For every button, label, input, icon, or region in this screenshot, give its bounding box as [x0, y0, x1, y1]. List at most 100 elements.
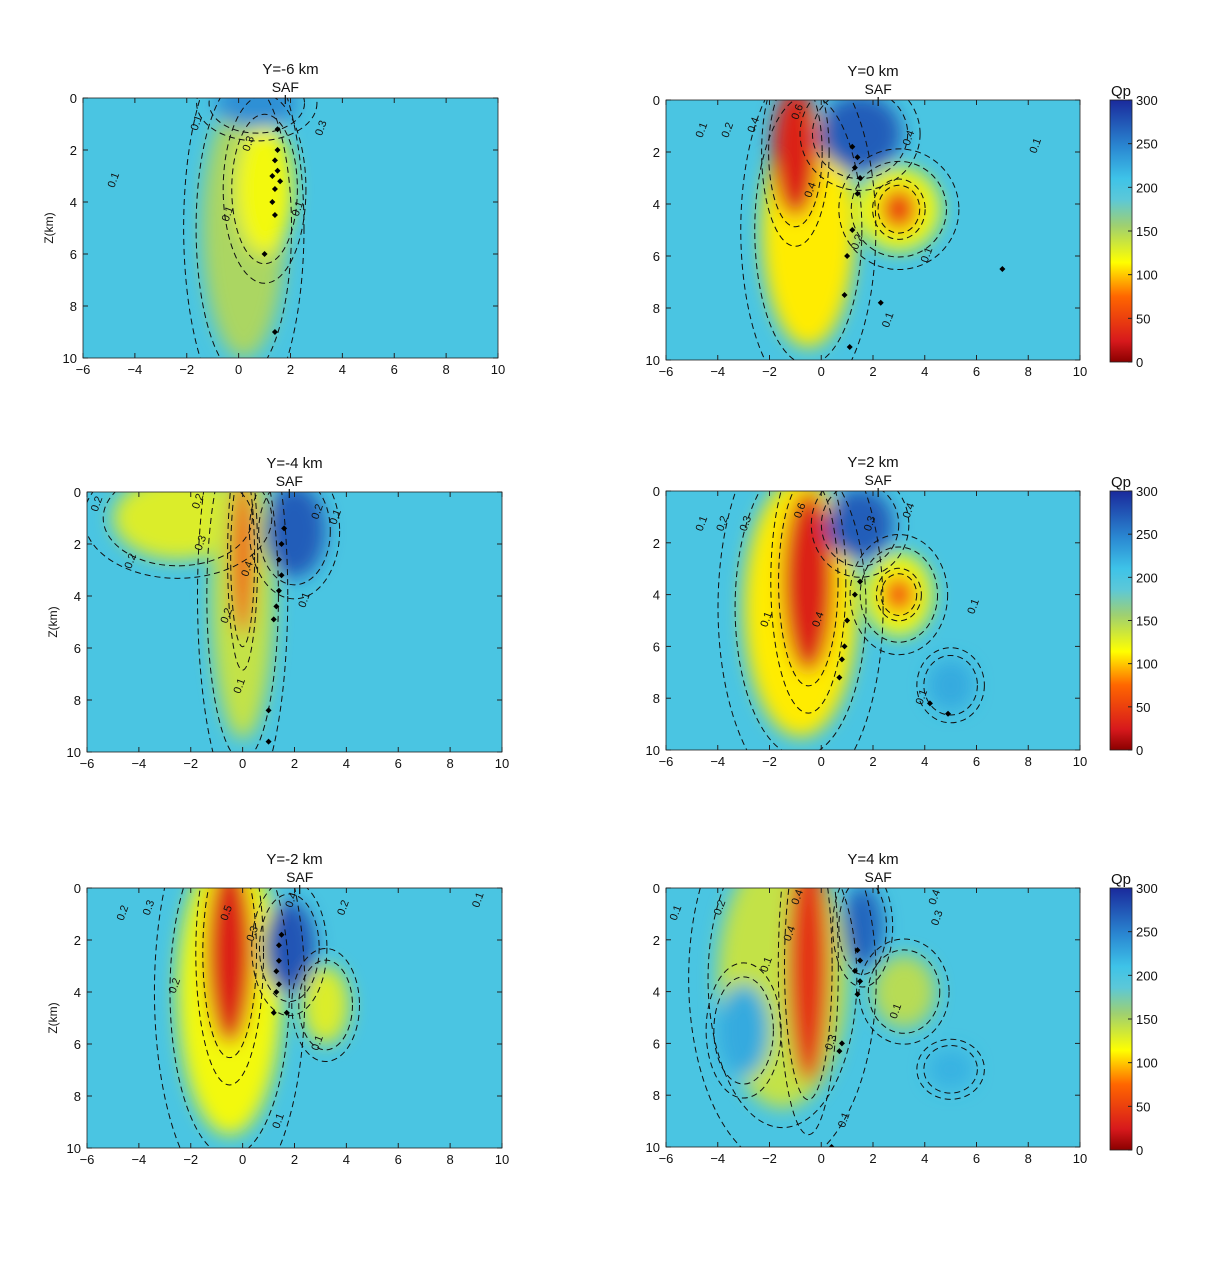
event-marker	[828, 1144, 835, 1147]
x-tick-label: 10	[1073, 754, 1087, 769]
event-marker	[274, 167, 281, 174]
contour-line	[877, 184, 921, 234]
colorbar-tick-label: 50	[1136, 311, 1150, 326]
qp-anomaly	[927, 1048, 974, 1091]
contour-label: 0.6	[792, 501, 809, 519]
x-tick-label: −2	[179, 362, 194, 377]
contour-line	[258, 492, 331, 586]
contour-line	[222, 98, 307, 284]
y-tick-label: 2	[70, 143, 77, 158]
y-tick-label: 8	[653, 691, 660, 706]
contour-line	[875, 567, 922, 622]
contour-line	[206, 492, 279, 752]
y-axis-label: Z(km)	[46, 1002, 60, 1033]
qp-anomaly	[772, 100, 819, 217]
contour-label: 0.3	[823, 1033, 840, 1051]
contour-label: 0.2	[714, 514, 731, 532]
colorbar-tick-label: 0	[1136, 743, 1143, 758]
event-marker	[277, 178, 284, 185]
contour-line	[768, 100, 823, 228]
contour-line	[859, 546, 939, 643]
x-tick-label: 2	[287, 362, 294, 377]
contour-label: 0.1	[880, 311, 897, 329]
contour-label: 0.1	[914, 688, 931, 706]
colorbar-tick-label: 50	[1136, 700, 1150, 715]
y-tick-label: 8	[74, 1089, 81, 1104]
y-tick-label: 8	[653, 301, 660, 316]
y-tick-label: 2	[74, 933, 81, 948]
contour-line	[838, 148, 960, 271]
y-tick-label: 6	[653, 249, 660, 264]
panel-3: 0.2 0.20.30.2 0.40.20.20.10.10.1−6 −4 −2 0 2 4 6…	[46, 455, 509, 771]
contour-line	[880, 573, 918, 616]
x-tick-label: 0	[239, 1152, 246, 1167]
contour-line	[298, 959, 353, 1051]
contour-label: 0.2	[335, 899, 352, 917]
x-tick-label: 6	[395, 1152, 402, 1167]
contour-label: 0.3	[862, 514, 879, 532]
contour-line	[102, 492, 253, 567]
colorbar-tick-label: 200	[1136, 968, 1158, 983]
contour-line	[810, 491, 910, 578]
y-axis-label: Z(km)	[42, 212, 56, 243]
event-marker	[270, 616, 277, 623]
contour-label: 0.6	[789, 103, 806, 121]
event-marker	[274, 126, 281, 133]
event-marker	[271, 212, 278, 218]
colorbar-tick-label: 150	[1136, 224, 1158, 239]
contour-line	[707, 888, 858, 1129]
event-marker	[283, 1009, 290, 1016]
event-marker	[270, 1009, 277, 1016]
colorbar-tick-label: 250	[1136, 137, 1158, 152]
contour-line	[705, 962, 782, 1099]
contour-line	[291, 947, 360, 1063]
event-marker	[854, 991, 861, 998]
contour-label: 0.1	[758, 955, 775, 973]
x-tick-label: −6	[76, 362, 91, 377]
contour-label: 0.1	[965, 597, 982, 615]
contour-line	[248, 492, 341, 600]
event-marker	[849, 227, 856, 233]
x-tick-label: 6	[973, 754, 980, 769]
x-tick-label: 6	[395, 756, 402, 771]
event-marker	[857, 978, 864, 985]
x-tick-label: −2	[762, 754, 777, 769]
contour-label: 0.1	[296, 591, 313, 609]
panel-4: 0.1 0.2 0.30.60.40.30.40.10.10.1−6 −4 −2 0 2 4 6…	[646, 454, 1088, 769]
contour-line	[713, 976, 774, 1085]
colorbar-tick-label: 0	[1136, 1143, 1143, 1158]
x-tick-label: 2	[291, 1152, 298, 1167]
event-marker	[273, 603, 280, 610]
contour-label: 0.2	[309, 503, 326, 521]
colorbar-title: Qp	[1111, 83, 1131, 100]
contour-line	[850, 160, 947, 258]
contour-line	[197, 492, 289, 752]
contour-label: 0.3	[193, 534, 210, 552]
event-marker	[851, 591, 858, 598]
contour-label: 0.1	[220, 205, 237, 223]
contour-label: 0.4	[901, 501, 918, 519]
y-tick-label: 6	[74, 641, 81, 656]
event-marker	[278, 931, 285, 938]
event-marker	[857, 578, 864, 585]
y-tick-label: 0	[74, 485, 81, 500]
x-tick-label: 8	[443, 362, 450, 377]
event-marker	[857, 175, 864, 181]
colorbar-tick-label: 0	[1136, 355, 1143, 370]
panel-5: 0.2 0.3 0.5 0.3 0.4 0.2 0.2 0.1 0.1 0.1 −6 −4 −2 0 2 4 6…	[46, 851, 509, 1167]
event-marker	[844, 253, 851, 259]
saf-label: SAF	[272, 79, 299, 95]
event-marker	[926, 700, 933, 707]
contour-label: 0.4	[789, 888, 806, 906]
x-tick-label: 4	[921, 754, 928, 769]
x-tick-label: −4	[131, 756, 146, 771]
contour-label: 0.2	[190, 492, 207, 510]
event-marker	[274, 147, 281, 153]
y-tick-label: 6	[74, 1037, 81, 1052]
contour-line	[872, 178, 926, 240]
contour-line	[858, 938, 950, 1045]
y-tick-label: 2	[653, 933, 660, 948]
x-tick-label: −2	[183, 1152, 198, 1167]
qp-anomaly	[302, 966, 349, 1044]
event-marker	[836, 1048, 843, 1055]
